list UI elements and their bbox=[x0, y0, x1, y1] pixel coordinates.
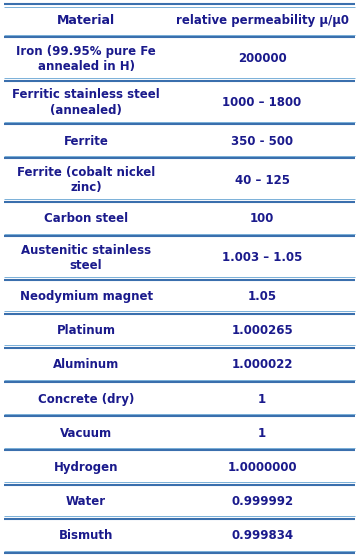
Text: Carbon steel: Carbon steel bbox=[44, 212, 128, 226]
Text: 1.000265: 1.000265 bbox=[231, 324, 293, 338]
Text: Material: Material bbox=[57, 14, 115, 27]
Text: 1: 1 bbox=[258, 427, 266, 440]
Text: 200000: 200000 bbox=[238, 52, 286, 65]
Text: relative permeability μ/μ0: relative permeability μ/μ0 bbox=[176, 14, 349, 27]
Text: 100: 100 bbox=[250, 212, 274, 226]
Text: Hydrogen: Hydrogen bbox=[54, 461, 118, 474]
Text: Concrete (dry): Concrete (dry) bbox=[38, 393, 134, 405]
Text: Neodymium magnet: Neodymium magnet bbox=[20, 290, 153, 303]
Text: Bismuth: Bismuth bbox=[59, 529, 113, 543]
Text: Water: Water bbox=[66, 495, 106, 508]
Text: Ferritic stainless steel
(annealed): Ferritic stainless steel (annealed) bbox=[12, 88, 160, 116]
Text: Ferrite (cobalt nickel
zinc): Ferrite (cobalt nickel zinc) bbox=[17, 166, 155, 194]
Text: 0.999834: 0.999834 bbox=[231, 529, 293, 543]
Text: 1000 – 1800: 1000 – 1800 bbox=[223, 96, 302, 109]
Text: Platinum: Platinum bbox=[57, 324, 116, 338]
Text: Ferrite: Ferrite bbox=[64, 135, 108, 148]
Text: 1.000022: 1.000022 bbox=[231, 359, 293, 372]
Text: Aluminum: Aluminum bbox=[53, 359, 119, 372]
Text: 1.05: 1.05 bbox=[247, 290, 277, 303]
Text: 1.003 – 1.05: 1.003 – 1.05 bbox=[222, 251, 302, 264]
Text: 40 – 125: 40 – 125 bbox=[234, 174, 290, 187]
Text: 0.999992: 0.999992 bbox=[231, 495, 293, 508]
Text: 1.0000000: 1.0000000 bbox=[227, 461, 297, 474]
Text: Iron (99.95% pure Fe
annealed in H): Iron (99.95% pure Fe annealed in H) bbox=[16, 45, 156, 73]
Text: 1: 1 bbox=[258, 393, 266, 405]
Text: Austenitic stainless
steel: Austenitic stainless steel bbox=[21, 243, 151, 272]
Text: 350 - 500: 350 - 500 bbox=[231, 135, 293, 148]
Text: Vacuum: Vacuum bbox=[60, 427, 112, 440]
